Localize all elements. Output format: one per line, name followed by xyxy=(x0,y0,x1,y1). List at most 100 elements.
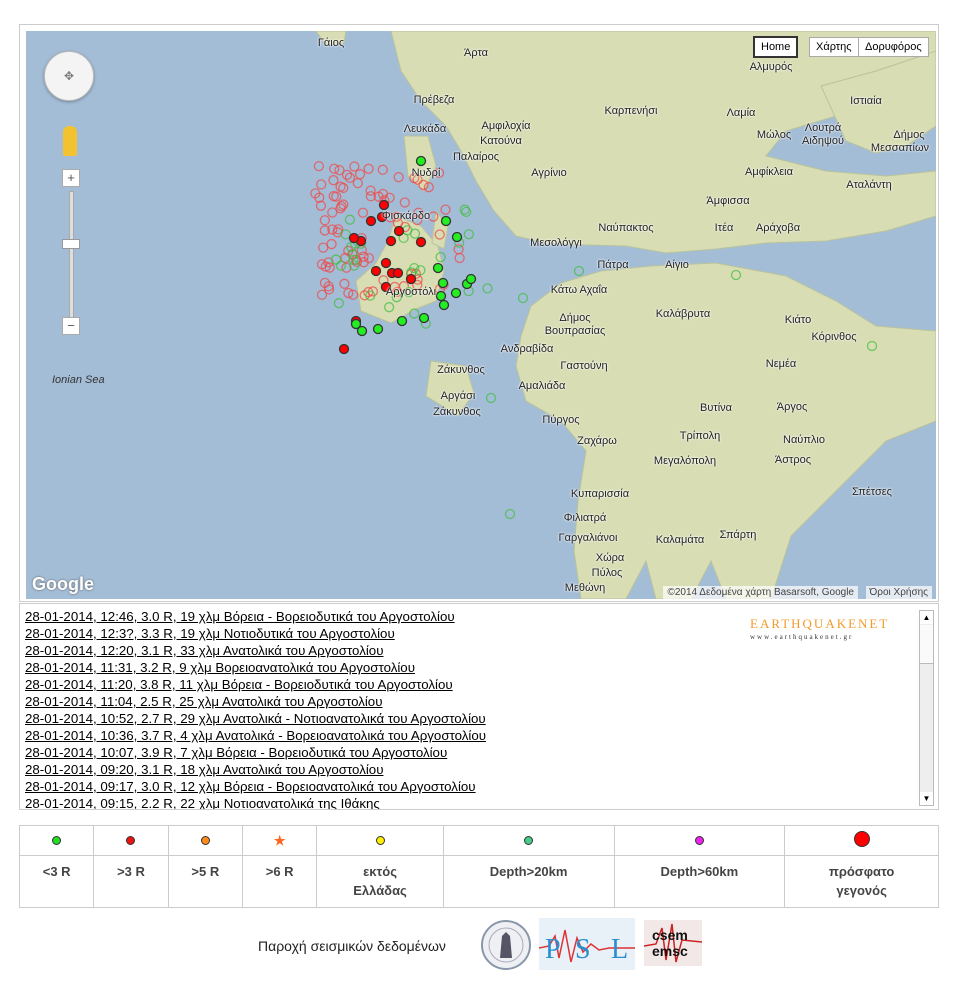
quake-marker-old-small[interactable] xyxy=(365,290,376,301)
quake-marker-small-recent[interactable] xyxy=(465,273,477,285)
quake-marker-old[interactable] xyxy=(365,185,376,196)
quake-marker-old[interactable] xyxy=(347,289,359,300)
quake-marker-old-small[interactable] xyxy=(340,229,351,240)
quake-marker-recent[interactable] xyxy=(380,257,392,269)
quake-marker-small-recent[interactable] xyxy=(396,315,408,327)
quake-marker-old[interactable] xyxy=(433,167,445,178)
quake-marker-old[interactable] xyxy=(328,190,339,202)
quake-marker-old[interactable] xyxy=(440,204,451,215)
quake-marker-old-small[interactable] xyxy=(435,251,446,263)
quake-marker-small-recent[interactable] xyxy=(451,231,463,243)
quake-marker-small-recent[interactable] xyxy=(356,325,368,337)
quake-marker-small-recent[interactable] xyxy=(418,312,430,324)
quake-marker-recent[interactable] xyxy=(348,232,360,244)
map[interactable]: Γάιος Άρτα Αλμυρός Πρέβεζα Καρπενήσι Λαμία Ιστ… xyxy=(26,31,936,599)
event-link[interactable]: 28-01-2014, 12:20, 3.1 R, 33 χλμ Ανατολι… xyxy=(25,643,384,658)
quake-marker-old[interactable] xyxy=(377,188,389,200)
quake-marker-recent[interactable] xyxy=(385,235,397,247)
quake-marker-old[interactable] xyxy=(392,286,403,298)
quake-marker-old[interactable] xyxy=(359,290,370,301)
quake-marker-old-small[interactable] xyxy=(517,292,529,304)
terms-link[interactable]: Όροι Χρήσης xyxy=(865,586,932,599)
quake-marker-small-recent[interactable] xyxy=(440,215,452,227)
quake-marker-recent[interactable] xyxy=(378,199,390,211)
quake-marker-old-small[interactable] xyxy=(463,229,474,240)
quake-marker-recent[interactable] xyxy=(380,281,392,293)
pan-control[interactable]: ✥ xyxy=(44,51,94,101)
quake-marker-small-recent[interactable] xyxy=(372,323,384,335)
quake-marker-old-small[interactable] xyxy=(409,308,420,319)
quake-marker-old[interactable] xyxy=(412,279,423,291)
quake-marker-recent[interactable] xyxy=(370,265,382,277)
quake-marker-small-recent[interactable] xyxy=(437,277,449,289)
quake-marker-recent[interactable] xyxy=(405,273,417,285)
quake-marker-old[interactable] xyxy=(363,253,375,264)
quake-marker-recent[interactable] xyxy=(392,267,404,279)
quake-marker-old[interactable] xyxy=(335,203,346,214)
event-link[interactable]: 28-01-2014, 12:46, 3.0 R, 19 χλμ Βόρεια … xyxy=(25,609,455,624)
quake-marker-old[interactable] xyxy=(319,225,331,236)
event-link[interactable]: 28-01-2014, 10:52, 2.7 R, 29 χλμ Ανατολι… xyxy=(25,711,486,726)
quake-marker-old[interactable] xyxy=(334,164,345,176)
zoom-out-button[interactable]: − xyxy=(62,317,80,335)
quake-marker-old-small[interactable] xyxy=(391,292,402,303)
quake-marker-old-small[interactable] xyxy=(398,232,409,244)
map-type-map-button[interactable]: Χάρτης xyxy=(809,37,859,57)
quake-marker-old[interactable] xyxy=(434,229,445,240)
quake-marker-old-small[interactable] xyxy=(344,214,356,225)
quake-marker-old-small[interactable] xyxy=(403,286,415,298)
home-button[interactable]: Home xyxy=(753,36,799,58)
quake-marker-old-small[interactable] xyxy=(459,204,470,215)
zoom-in-button[interactable]: + xyxy=(62,169,80,187)
quake-marker-old[interactable] xyxy=(341,262,352,273)
quake-marker-old[interactable] xyxy=(391,211,402,222)
event-link[interactable]: 28-01-2014, 10:36, 3.7 R, 4 χλμ Ανατολικ… xyxy=(25,728,486,743)
quake-marker-old[interactable] xyxy=(399,197,410,208)
quake-marker-old-small[interactable] xyxy=(330,254,342,265)
event-link[interactable]: 28-01-2014, 11:04, 2.5 R, 25 χλμ Ανατολι… xyxy=(25,694,383,709)
quake-marker-old[interactable] xyxy=(314,192,325,203)
quake-marker-old[interactable] xyxy=(318,242,329,253)
events-list[interactable]: 28-01-2014, 12:46, 3.0 R, 19 χλμ Βόρεια … xyxy=(19,603,939,810)
quake-marker-old-small[interactable] xyxy=(866,340,878,352)
quake-marker-old[interactable] xyxy=(354,169,366,180)
quake-marker-old[interactable] xyxy=(313,160,325,172)
scrollbar-thumb[interactable] xyxy=(920,625,933,664)
quake-marker-small-recent[interactable] xyxy=(415,155,427,167)
quake-marker-old[interactable] xyxy=(343,287,354,299)
quake-marker-old[interactable] xyxy=(323,284,335,295)
quake-marker-old[interactable] xyxy=(428,211,439,222)
quake-marker-old[interactable] xyxy=(316,289,328,300)
quake-marker-old-small[interactable] xyxy=(333,298,344,309)
quake-marker-old[interactable] xyxy=(418,179,429,191)
event-link[interactable]: 28-01-2014, 12:3?, 3.3 R, 19 χλμ Νοτιοδυ… xyxy=(25,626,395,641)
scroll-down-arrow-icon[interactable]: ▼ xyxy=(920,792,933,805)
quake-marker-old[interactable] xyxy=(423,182,434,193)
quake-marker-old[interactable] xyxy=(315,200,327,211)
quake-marker-old[interactable] xyxy=(335,181,346,192)
quake-marker-old-small[interactable] xyxy=(485,392,497,404)
event-link[interactable]: 28-01-2014, 11:20, 3.8 R, 11 χλμ Βόρεια … xyxy=(25,677,453,692)
quake-marker-old[interactable] xyxy=(377,164,388,175)
quake-marker-old[interactable] xyxy=(393,172,404,183)
quake-marker-old-small[interactable] xyxy=(461,206,472,218)
quake-marker-recent[interactable] xyxy=(393,225,405,237)
quake-marker-old[interactable] xyxy=(413,207,424,218)
quake-marker-old[interactable] xyxy=(352,177,363,189)
quake-marker-old[interactable] xyxy=(412,214,423,226)
quake-marker-old-small[interactable] xyxy=(348,254,359,266)
quake-marker-old[interactable] xyxy=(409,172,420,184)
quake-marker-old[interactable] xyxy=(398,281,410,292)
quake-marker-recent[interactable] xyxy=(365,215,377,227)
quake-marker-old[interactable] xyxy=(339,278,350,289)
quake-marker-old-small[interactable] xyxy=(730,269,742,281)
scroll-up-arrow-icon[interactable]: ▲ xyxy=(920,611,933,624)
zoom-slider-handle[interactable] xyxy=(62,239,80,249)
quake-marker-old[interactable] xyxy=(329,163,340,174)
quake-marker-old[interactable] xyxy=(327,207,338,218)
event-link[interactable]: 28-01-2014, 09:20, 3.1 R, 18 χλμ Ανατολι… xyxy=(25,762,384,777)
quake-marker-old-small[interactable] xyxy=(348,249,359,260)
quake-marker-old[interactable] xyxy=(327,224,338,235)
event-link[interactable]: 28-01-2014, 11:31, 3.2 R, 9 χλμ Βορειοαν… xyxy=(25,660,415,675)
quake-marker-old-small[interactable] xyxy=(482,283,493,294)
